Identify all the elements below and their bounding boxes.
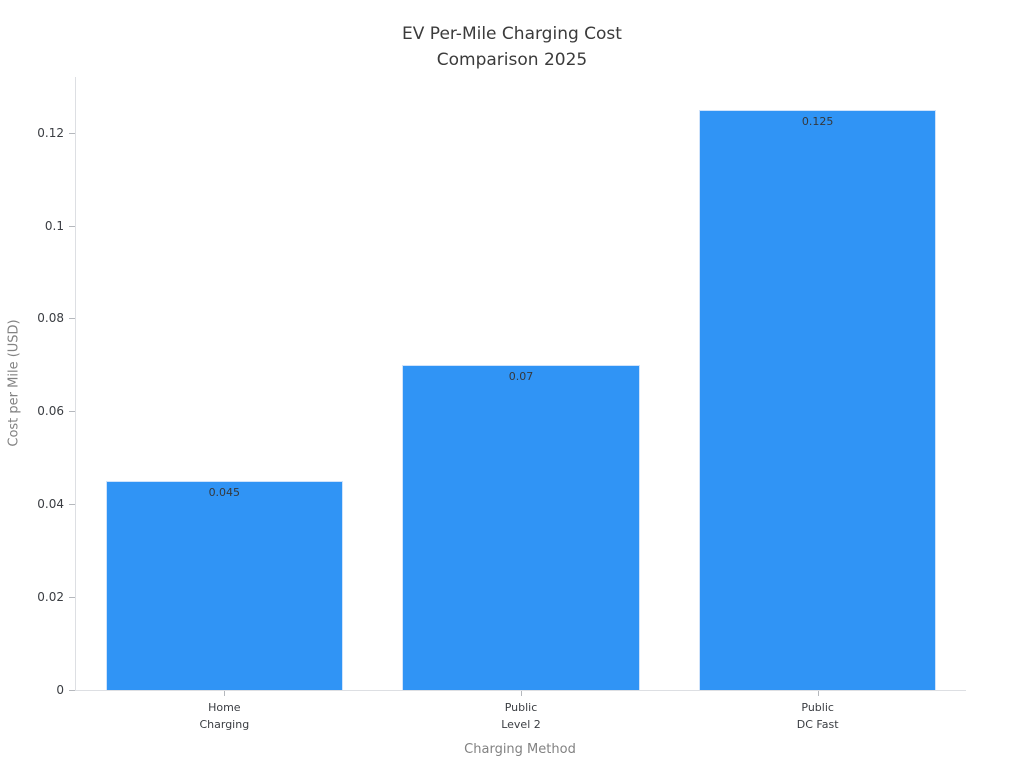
- y-tick-mark: [69, 690, 75, 691]
- bar-value-label: 0.045: [208, 486, 241, 500]
- y-tick-label: 0.08: [37, 311, 64, 326]
- y-tick-mark: [69, 597, 75, 599]
- y-tick-label: 0.02: [37, 590, 64, 605]
- y-axis-title: Cost per Mile (USD): [6, 319, 22, 447]
- x-tick-mark: [817, 691, 819, 696]
- y-tick-mark: [69, 225, 75, 227]
- y-tick-label: 0.04: [37, 497, 64, 512]
- y-tick-mark: [69, 411, 75, 413]
- bar: 0.07: [402, 364, 640, 690]
- y-tick-mark: [69, 132, 75, 134]
- y-tick-label: 0.06: [37, 404, 64, 419]
- bar-value-label: 0.07: [508, 369, 534, 383]
- plot-area: 0 0.02 0.04 0.06 0.08 0.1 0.12 0.045 Home Chargi…: [37, 77, 966, 731]
- x-axis-title: Charging Method: [464, 742, 576, 757]
- x-tick-mark: [224, 691, 226, 696]
- y-tick-label: 0.1: [44, 218, 64, 233]
- y-tick-mark: [69, 504, 75, 506]
- x-tick-mark: [521, 691, 522, 696]
- y-tick-label: 0.12: [37, 125, 64, 140]
- x-tick-label: Public DC Fast: [796, 701, 839, 731]
- x-tick-label: Home Charging: [199, 701, 250, 731]
- y-tick-label: 0: [56, 683, 64, 697]
- bar: 0.045: [105, 481, 343, 690]
- y-tick-mark: [69, 318, 75, 320]
- chart-title: EV Per-Mile Charging Cost Comparison 202…: [402, 24, 622, 70]
- bar: 0.125: [699, 109, 937, 690]
- bar-value-label: 0.125: [801, 114, 834, 128]
- x-tick-label: Public Level 2: [501, 701, 541, 731]
